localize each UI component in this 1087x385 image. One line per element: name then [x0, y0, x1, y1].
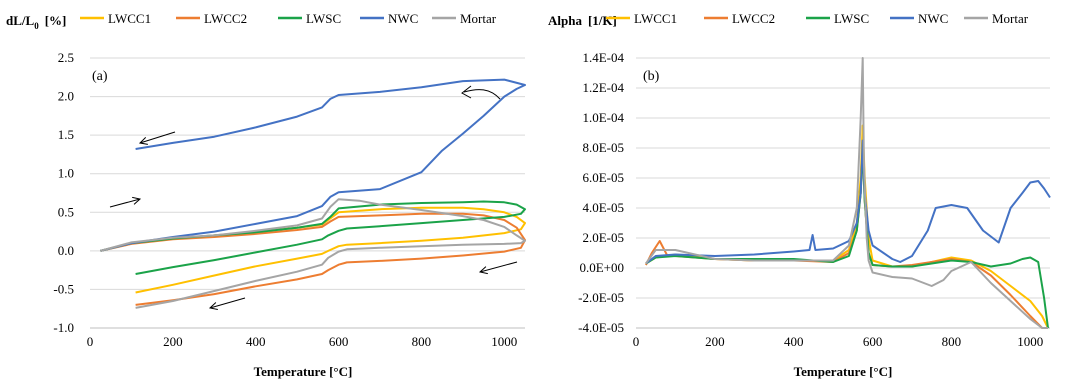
chart-a-curved-arrow-shaft: [463, 89, 501, 100]
chart-a-xtick-label: 600: [329, 334, 349, 349]
chart-a-ytick-label: 2.5: [58, 50, 74, 65]
chart-a-legend-item: LWCC2: [176, 11, 247, 26]
chart-a-arrow-head: [132, 196, 142, 205]
chart-a-legend-item: Mortar: [432, 11, 497, 26]
chart-b-xtick-label: 200: [705, 334, 725, 349]
chart-b-legend-item: LWSC: [806, 11, 869, 26]
chart-a-xtick-label: 200: [163, 334, 183, 349]
chart-a-series-nwc: [100, 78, 526, 252]
chart-a-legend-label: LWCC1: [108, 11, 151, 26]
chart-a-arrow-head: [478, 266, 488, 275]
chart-b-legend-label: LWCC2: [732, 11, 775, 26]
chart-b-ylabel-main: Alpha: [548, 13, 582, 28]
chart-a-xtick-label: 0: [87, 334, 94, 349]
chart-b-legend-item: NWC: [890, 11, 948, 26]
chart-b-ytick-label: -4.0E-05: [578, 320, 624, 335]
chart-a-xtick-label: 400: [246, 334, 266, 349]
chart-a-arrow-shaft: [209, 297, 246, 309]
chart-b-ytick-label: 8.0E-05: [582, 140, 624, 155]
chart-a-direction-arrow: [138, 131, 176, 145]
chart-a: -1.0 -0.5 0.0 0.5 1.0 1.5 2.0 2.5 0 200 400 600 800 1…: [53, 50, 526, 349]
chart-a-curved-arrow-head: [461, 85, 472, 99]
chart-a-direction-arrow: [109, 196, 142, 208]
chart-a-series-mortar: [100, 198, 526, 309]
chart-a-arrow-shaft: [139, 131, 176, 144]
chart-a-ytick-label: 1.5: [58, 127, 74, 142]
chart-a-legend-item: NWC: [360, 11, 418, 26]
chart-b-xtick-label: 800: [942, 334, 962, 349]
chart-b-legend-label: LWSC: [834, 11, 869, 26]
chart-b-series-mortar: [645, 57, 1048, 329]
chart-a-xtick-label: 800: [412, 334, 432, 349]
chart-b-legend-label: Mortar: [992, 11, 1029, 26]
chart-a-ytick-label: 0.0: [58, 243, 74, 258]
chart-b-series-lwsc: [645, 147, 1049, 329]
chart-a-ytick-label: 2.0: [58, 89, 74, 104]
chart-b-xlabel: Temperature [°C]: [794, 364, 893, 379]
chart-a-legend-label: NWC: [388, 11, 418, 26]
chart-a-arrow-shaft: [479, 261, 518, 273]
chart-b-legend: LWCC1 LWCC2 LWSC NWC Mortar: [606, 11, 1029, 26]
chart-a-arrow-head: [208, 302, 218, 311]
chart-b-ytick-label: 6.0E-05: [582, 170, 624, 185]
chart-a-series-lwcc2: [100, 212, 526, 306]
chart-b-ytick-label: 2.0E-05: [582, 230, 624, 245]
chart-b-xtick-label: 400: [784, 334, 804, 349]
chart-b: -4.0E-05 -2.0E-05 0.0E+00 2.0E-05 4.0E-05 6.0…: [578, 50, 1051, 349]
chart-b-ytick-label: 1.4E-04: [582, 50, 624, 65]
chart-a-ylabel: dL/L0 [%]: [6, 13, 66, 31]
chart-b-ylabel: Alpha [1/K]: [548, 13, 617, 28]
chart-a-legend-label: LWSC: [306, 11, 341, 26]
chart-b-legend-label: NWC: [918, 11, 948, 26]
chart-a-ylabel-unit: [%]: [45, 13, 67, 28]
chart-a-xtick-label: 1000: [491, 334, 517, 349]
chart-a-direction-arrow: [478, 261, 518, 275]
chart-a-ylabel-sub: 0: [34, 21, 39, 31]
chart-b-legend-item: Mortar: [964, 11, 1029, 26]
chart-b-ytick-label: 0.0E+00: [579, 260, 624, 275]
chart-b-xtick-label: 1000: [1017, 334, 1043, 349]
chart-a-ytick-label: 1.0: [58, 166, 74, 181]
chart-a-ytick-label: -1.0: [53, 320, 74, 335]
chart-a-legend-label: Mortar: [460, 11, 497, 26]
chart-a-curved-arrow: [461, 85, 501, 100]
chart-b-ytick-label: 1.0E-04: [582, 110, 624, 125]
chart-a-xlabel: Temperature [°C]: [254, 364, 353, 379]
chart-a-panel-label: (a): [92, 69, 108, 84]
chart-b-ytick-label: -2.0E-05: [578, 290, 624, 305]
chart-a-ytick-label: -0.5: [53, 281, 74, 296]
chart-a-legend-item: LWSC: [278, 11, 341, 26]
chart-b-series-nwc: [645, 139, 1051, 265]
chart-a-ytick-label: 0.5: [58, 204, 74, 219]
chart-b-ytick-label: 1.2E-04: [582, 80, 624, 95]
chart-a-series-lwsc: [100, 200, 526, 275]
chart-b-xtick-label: 600: [863, 334, 883, 349]
chart-a-legend-item: LWCC1: [80, 11, 151, 26]
chart-b-legend-item: LWCC2: [704, 11, 775, 26]
chart-b-legend-item: LWCC1: [606, 11, 677, 26]
chart-a-direction-arrow: [208, 297, 246, 311]
chart-a-arrow-head: [138, 137, 148, 145]
chart-a-arrow-shaft: [109, 198, 141, 208]
chart-a-legend: LWCC1 LWCC2 LWSC NWC Mortar: [80, 11, 497, 26]
chart-b-legend-label: LWCC1: [634, 11, 677, 26]
chart-a-legend-label: LWCC2: [204, 11, 247, 26]
chart-b-ylabel-unit: [1/K]: [588, 13, 617, 28]
chart-a-ylabel-main: dL/L: [6, 13, 35, 28]
chart-b-ytick-label: 4.0E-05: [582, 200, 624, 215]
chart-b-panel-label: (b): [643, 69, 660, 84]
chart-b-xtick-label: 0: [633, 334, 640, 349]
